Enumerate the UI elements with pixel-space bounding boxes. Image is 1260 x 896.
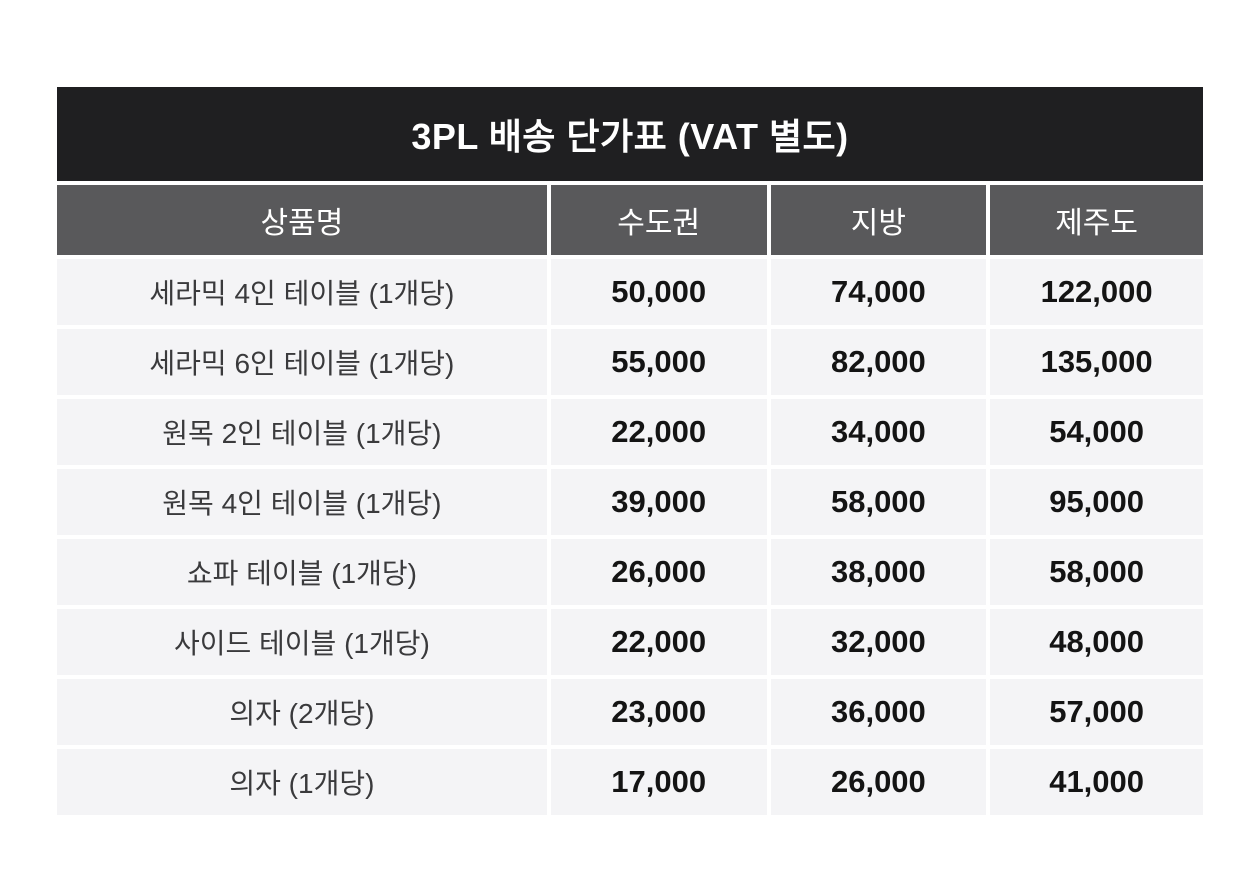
table-title: 3PL 배송 단가표 (VAT 별도) — [57, 87, 1203, 181]
price-cell-jeju: 57,000 — [990, 679, 1203, 745]
price-cell-capital: 39,000 — [550, 469, 767, 535]
product-name-cell: 쇼파 테이블 (1개당) — [57, 539, 547, 605]
price-table: 3PL 배송 단가표 (VAT 별도) 상품명 수도권 지방 제주도 세라믹 4… — [57, 87, 1203, 815]
column-header-province: 지방 — [770, 185, 987, 255]
price-cell-jeju: 58,000 — [990, 539, 1203, 605]
price-cell-jeju: 54,000 — [990, 399, 1203, 465]
price-cell-jeju: 41,000 — [990, 749, 1203, 815]
product-name-cell: 의자 (2개당) — [57, 679, 547, 745]
column-header-jeju: 제주도 — [990, 185, 1203, 255]
price-cell-province: 58,000 — [770, 469, 987, 535]
table-grid: 상품명 수도권 지방 제주도 세라믹 4인 테이블 (1개당) 50,000 7… — [57, 185, 1203, 815]
price-cell-capital: 23,000 — [550, 679, 767, 745]
price-cell-capital: 50,000 — [550, 259, 767, 325]
product-name-cell: 사이드 테이블 (1개당) — [57, 609, 547, 675]
price-cell-jeju: 122,000 — [990, 259, 1203, 325]
product-name-cell: 의자 (1개당) — [57, 749, 547, 815]
price-cell-province: 34,000 — [770, 399, 987, 465]
price-cell-province: 26,000 — [770, 749, 987, 815]
price-cell-capital: 22,000 — [550, 399, 767, 465]
product-name-cell: 세라믹 6인 테이블 (1개당) — [57, 329, 547, 395]
price-cell-jeju: 135,000 — [990, 329, 1203, 395]
price-cell-province: 82,000 — [770, 329, 987, 395]
column-header-product: 상품명 — [57, 185, 547, 255]
price-cell-jeju: 48,000 — [990, 609, 1203, 675]
price-cell-capital: 26,000 — [550, 539, 767, 605]
product-name-cell: 세라믹 4인 테이블 (1개당) — [57, 259, 547, 325]
price-cell-capital: 55,000 — [550, 329, 767, 395]
price-cell-jeju: 95,000 — [990, 469, 1203, 535]
price-cell-province: 74,000 — [770, 259, 987, 325]
price-cell-province: 38,000 — [770, 539, 987, 605]
product-name-cell: 원목 2인 테이블 (1개당) — [57, 399, 547, 465]
product-name-cell: 원목 4인 테이블 (1개당) — [57, 469, 547, 535]
price-cell-capital: 22,000 — [550, 609, 767, 675]
price-cell-province: 32,000 — [770, 609, 987, 675]
column-header-capital-region: 수도권 — [550, 185, 767, 255]
price-cell-province: 36,000 — [770, 679, 987, 745]
price-cell-capital: 17,000 — [550, 749, 767, 815]
